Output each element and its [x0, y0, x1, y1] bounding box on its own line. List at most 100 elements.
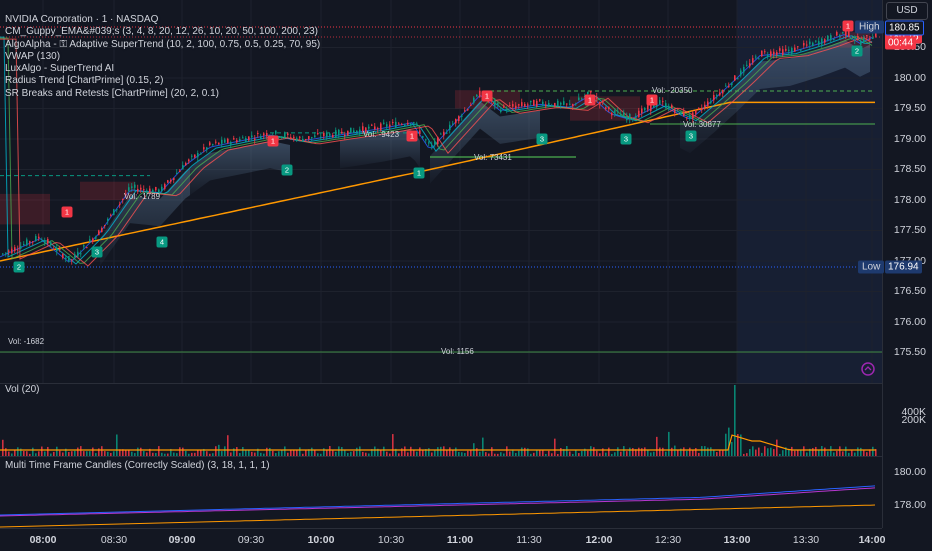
scale-settings-icon[interactable]: [860, 361, 876, 377]
buy-signal-marker[interactable]: 1: [413, 167, 425, 179]
volume-bar: [713, 449, 715, 457]
volume-bar: [329, 446, 331, 457]
volume-bar: [467, 450, 469, 457]
indicator-vwap[interactable]: VWAP (130): [5, 50, 61, 62]
buy-signal-marker[interactable]: 2: [281, 164, 293, 176]
volume-bar: [11, 453, 13, 457]
volume-pane[interactable]: Vol (20): [0, 383, 882, 457]
sr-volume-label: Vol: 73431: [474, 153, 512, 162]
indicator-adaptive-supertrend[interactable]: AlgoAlpha - ⚿ Adaptive SuperTrend (10, 2…: [5, 38, 321, 50]
candle-body: [443, 131, 445, 136]
volume-bar: [530, 453, 532, 457]
volume-bar: [860, 447, 862, 457]
buy-signal-marker[interactable]: 3: [620, 133, 632, 145]
mtf-candles-pane[interactable]: Multi Time Frame Candles (Correctly Scal…: [0, 456, 882, 529]
volume-bar: [566, 446, 568, 457]
price-tick: 175.50: [893, 346, 926, 358]
indicator-guppy-ema[interactable]: CM_Guppy_EMA&#039;s (3, 4, 8, 20, 12, 26…: [5, 26, 318, 38]
volume-bar: [608, 447, 610, 457]
candle-body: [500, 109, 502, 112]
candle-body: [377, 128, 379, 130]
candle-body: [59, 248, 61, 250]
sell-signal-marker[interactable]: 1: [646, 94, 658, 106]
candle-body: [404, 124, 406, 126]
volume-bar: [314, 450, 316, 457]
candle-body: [875, 33, 877, 37]
time-axis[interactable]: 08:00 08:30 09:00 09:30 10:00 10:30 11:0…: [0, 528, 885, 551]
volume-bar: [251, 451, 253, 457]
volume-pane-title[interactable]: Vol (20): [5, 384, 40, 395]
candle-body: [599, 101, 601, 105]
candle-body: [338, 129, 340, 136]
volume-bar: [125, 450, 127, 457]
buy-signal-marker[interactable]: 3: [91, 246, 103, 258]
sell-signal-marker[interactable]: 1: [584, 94, 596, 106]
volume-bar: [107, 451, 109, 457]
indicator-radius-trend[interactable]: Radius Trend [ChartPrime] (0.15, 2): [5, 75, 164, 87]
candle-body: [704, 104, 706, 108]
volume-bar: [74, 450, 76, 457]
volume-bar: [44, 451, 46, 457]
price-chart-canvas[interactable]: [0, 0, 882, 383]
volume-bar: [866, 452, 868, 457]
candle-body: [326, 132, 328, 138]
sell-signal-marker[interactable]: 1: [267, 135, 279, 147]
candle-body: [11, 248, 13, 253]
volume-bar: [47, 446, 49, 457]
volume-bar: [8, 451, 10, 457]
candle-body: [686, 117, 688, 119]
volume-bar: [212, 453, 214, 457]
buy-signal-marker[interactable]: 2: [13, 261, 25, 273]
volume-bar: [863, 450, 865, 457]
volume-bar: [710, 447, 712, 457]
candle-body: [206, 147, 208, 150]
volume-bar: [326, 449, 328, 457]
sell-signal-marker[interactable]: 1: [61, 206, 73, 218]
sr-volume-label: Vol: -1789: [124, 192, 161, 201]
candle-body: [419, 130, 421, 134]
mtf-pane-title[interactable]: Multi Time Frame Candles (Correctly Scal…: [5, 460, 270, 471]
volume-bar: [383, 446, 385, 457]
sell-signal-marker[interactable]: 1: [406, 130, 418, 142]
indicator-supertrend-ai[interactable]: LuxAlgo - SuperTrend AI: [5, 63, 115, 75]
volume-bar: [200, 450, 202, 457]
symbol-title[interactable]: NVIDIA Corporation · 1 · NASDAQ: [5, 14, 159, 25]
volume-bar: [848, 452, 850, 457]
volume-bar: [872, 446, 874, 457]
candle-body: [131, 186, 133, 188]
volume-bar: [101, 446, 103, 457]
buy-signal-marker[interactable]: 4: [156, 236, 168, 248]
volume-bar: [260, 452, 262, 457]
candle-body: [575, 103, 577, 105]
buy-signal-marker[interactable]: 3: [536, 133, 548, 145]
sell-signal-marker[interactable]: 1: [842, 20, 854, 32]
candle-body: [785, 48, 787, 51]
indicator-sr-breaks[interactable]: SR Breaks and Retests [ChartPrime] (20, …: [5, 87, 219, 99]
candle-body: [566, 103, 568, 105]
candle-body: [296, 138, 298, 142]
volume-bar: [767, 448, 769, 457]
buy-signal-marker[interactable]: 2: [851, 45, 863, 57]
volume-bar: [338, 446, 340, 457]
volume-bar: [128, 449, 130, 457]
volume-bar: [209, 453, 211, 457]
sell-signal-marker[interactable]: 1: [481, 90, 493, 102]
candle-body: [818, 41, 820, 46]
candle-body: [5, 252, 7, 254]
radius-trend-band: [680, 40, 870, 153]
candle-body: [314, 135, 316, 138]
volume-bar: [59, 450, 61, 457]
volume-bar: [509, 451, 511, 457]
candle-body: [128, 187, 130, 191]
candle-body: [395, 121, 397, 128]
buy-signal-marker[interactable]: 3: [685, 130, 697, 142]
price-chart-pane[interactable]: NVIDIA Corporation · 1 · NASDAQ CM_Guppy…: [0, 0, 882, 383]
currency-button[interactable]: USD: [886, 2, 928, 20]
candle-body: [788, 49, 790, 52]
candle-body: [809, 41, 811, 45]
price-tick: 177.50: [893, 224, 926, 236]
candle-body: [554, 102, 556, 107]
candle-body: [194, 154, 196, 158]
volume-bar: [587, 450, 589, 457]
ema-line: [0, 36, 873, 264]
